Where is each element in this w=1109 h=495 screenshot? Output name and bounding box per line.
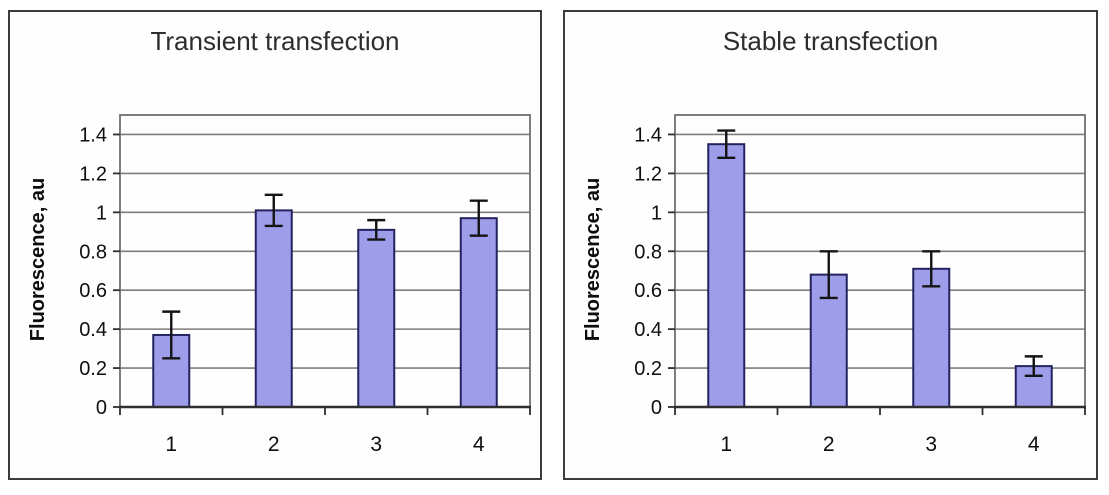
x-tick-label: 3 [370,433,382,456]
y-tick-label: 1.4 [79,124,107,146]
y-tick-label: 0.8 [79,241,107,263]
x-tick-label: 3 [925,433,937,456]
chart-panel-transient: Transient transfection Fluorescence, au … [8,10,542,480]
y-tick-label: 0.8 [634,241,662,263]
y-tick-label: 0.6 [634,280,662,302]
y-tick-label: 0.4 [79,319,107,341]
chart-title: Transient transfection [150,26,400,56]
y-tick-label: 1.4 [634,124,662,146]
x-tick-label: 2 [823,433,835,456]
x-tick-label: 1 [720,433,732,456]
x-tick-label: 4 [1028,433,1040,456]
x-tick-label: 1 [165,433,177,456]
y-tick-label: 0.2 [634,358,662,380]
bar [254,209,293,408]
y-tick-label: 0.6 [79,280,107,302]
x-tick-label: 4 [473,433,485,456]
y-tick-label: 0.2 [79,358,107,380]
chart-title: Stable transfection [722,26,939,56]
bar-plot: 0 0.2 0.4 0.6 0.8 1 1.2 1.4 1 2 3 4 [634,114,1086,456]
y-tick-label: 0.4 [634,319,662,341]
y-tick-label: 1 [651,202,662,224]
bar [459,217,498,408]
x-tick-label: 2 [268,433,280,456]
chart-panel-stable: Stable transfection Fluorescence, au 0 0.… [563,10,1098,480]
bar-plot: 0 0.2 0.4 0.6 0.8 1 1.2 1.4 1 2 3 4 [79,114,531,456]
bar [707,143,746,408]
y-tick-label: 1 [96,202,107,224]
y-tick-label: 1.2 [634,163,662,185]
y-tick-label: 0 [651,397,662,419]
bar [357,228,396,408]
y-tick-label: 0 [96,397,107,419]
bar [912,267,951,408]
y-tick-label: 1.2 [79,163,107,185]
